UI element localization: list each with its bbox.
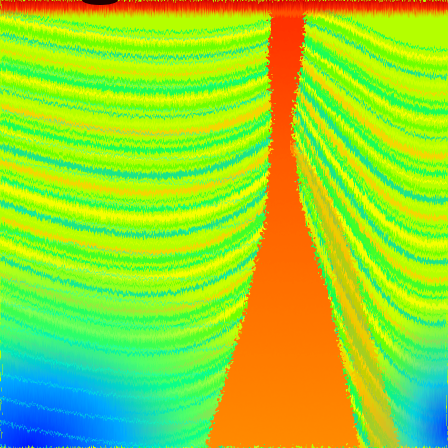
layer-stripe — [294, 30, 448, 106]
layer-stripe — [293, 43, 448, 133]
plume — [205, 0, 360, 448]
plume-flank — [290, 140, 400, 448]
layer-stripe — [293, 74, 448, 194]
layer-stripe — [294, 70, 448, 184]
layer-stripe — [294, 48, 448, 140]
layer-stripe — [293, 52, 448, 150]
top-spot — [82, 0, 118, 5]
layer-stripe — [292, 100, 448, 248]
layer-stripe — [293, 96, 448, 238]
layer-stripe — [292, 56, 448, 160]
top-band — [0, 0, 448, 18]
layer-stripe — [294, 11, 448, 71]
layer-stripe — [292, 87, 448, 221]
layer-stripe — [294, 17, 448, 79]
layer-stripe — [293, 61, 448, 167]
layer-stripe — [294, 26, 448, 96]
layer-stripe — [293, 83, 448, 211]
layer-stripe — [293, 105, 448, 255]
layer-stripe — [294, 92, 448, 228]
layer-stripe — [293, 33, 448, 115]
layer-stripe — [294, 20, 448, 88]
layer-stripe — [293, 65, 448, 177]
layer-stripe — [294, 39, 448, 123]
layer-stripe — [292, 78, 448, 204]
